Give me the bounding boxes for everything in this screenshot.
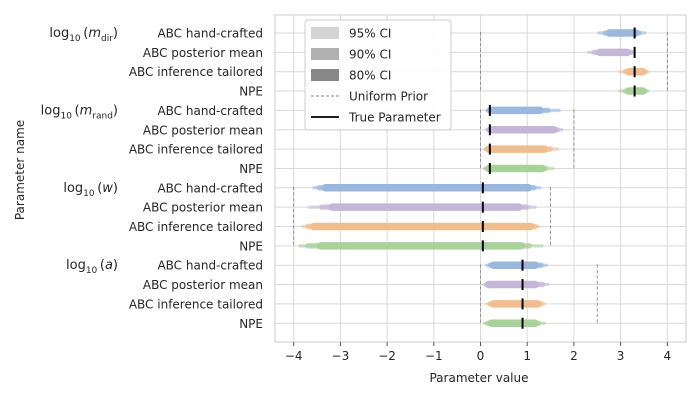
row-label: ABC inference tailored <box>129 143 263 157</box>
parameter-label-base-subscript: 10 <box>86 266 98 276</box>
legend-swatch <box>311 27 339 39</box>
x-tick-label: −4 <box>285 349 303 363</box>
parameter-label-open-paren: ( <box>72 103 80 118</box>
legend-label: 90% CI <box>349 48 391 62</box>
legend-label: 95% CI <box>349 27 391 41</box>
ci80-bar <box>485 145 549 153</box>
parameter-label-close-paren: ) <box>113 103 118 118</box>
row-label: ABC posterior mean <box>143 46 263 60</box>
row-label: ABC posterior mean <box>143 123 263 137</box>
row-label: ABC posterior mean <box>143 278 263 292</box>
y-axis-label: Parameter name <box>13 120 27 220</box>
parameter-label-log: log <box>49 26 69 41</box>
x-tick-label: 1 <box>523 349 531 363</box>
parameter-label-base-subscript: 10 <box>69 34 81 44</box>
parameter-label: log10 (mrand) <box>41 103 118 121</box>
ci80-bar <box>596 48 631 57</box>
parameter-label-log: log <box>63 181 83 196</box>
parameter-label-symbol: m <box>80 103 93 118</box>
x-tick-label: −1 <box>425 349 443 363</box>
ci80-bar <box>321 184 532 192</box>
parameter-label-symbol: a <box>105 258 113 273</box>
x-tick-label: 0 <box>477 349 485 363</box>
ci80-bar <box>487 319 539 327</box>
y-axis-labels: ABC hand-crafted ABC posterior mean ABC in… <box>129 27 263 331</box>
x-tick-label: −3 <box>332 349 350 363</box>
ci80-bar <box>489 261 539 269</box>
ci80-bar <box>625 67 647 76</box>
interval-bars <box>298 29 650 327</box>
row-label: ABC hand-crafted <box>157 27 263 41</box>
parameter-label-base-subscript: 10 <box>83 189 95 199</box>
legend-label: Uniform Prior <box>349 90 428 104</box>
x-tick-label: −2 <box>378 349 396 363</box>
row-label: ABC hand-crafted <box>157 259 263 273</box>
row-label: ABC inference tailored <box>129 297 263 311</box>
row-label: ABC hand-crafted <box>157 181 263 195</box>
ci80-bar <box>625 87 647 95</box>
legend: 95% CI 90% CI 80% CI Uniform Prior True Para… <box>304 19 452 131</box>
row-label: NPE <box>239 239 263 253</box>
parameter-label: log10 (mdir) <box>49 26 118 44</box>
parameter-label-symbol-subscript: dir <box>101 34 113 44</box>
parameter-label: log10 (w) <box>63 181 118 199</box>
parameter-label-open-paren: ( <box>97 258 105 273</box>
parameter-label-open-paren: ( <box>95 181 103 196</box>
legend-label: True Parameter <box>348 111 441 125</box>
ci80-bar <box>310 222 535 231</box>
x-tick-label: 4 <box>663 349 671 363</box>
parameter-label-close-paren: ) <box>113 181 118 196</box>
parameter-label-open-paren: ( <box>81 26 89 41</box>
parameter-label-log: log <box>41 103 61 118</box>
row-label: NPE <box>239 317 263 331</box>
parameter-label-symbol: w <box>102 181 113 196</box>
row-label: NPE <box>239 85 263 99</box>
ci80-bar <box>485 164 546 173</box>
parameter-label: log10 (a) <box>66 258 118 276</box>
legend-label: 80% CI <box>349 69 391 83</box>
parameter-label-close-paren: ) <box>113 258 118 273</box>
legend-box <box>304 19 452 131</box>
prior-lines <box>293 32 668 325</box>
parameter-label-base-subscript: 10 <box>60 111 72 121</box>
ci80-bar <box>487 106 544 115</box>
legend-swatch <box>311 48 339 60</box>
ci80-bar <box>328 203 523 211</box>
row-label: ABC inference tailored <box>129 65 263 79</box>
x-tick-label: 2 <box>570 349 578 363</box>
ci80-bar <box>489 300 542 308</box>
parameter-label-log: log <box>66 258 86 273</box>
ci80-bar <box>317 242 525 250</box>
x-tick-label: 3 <box>617 349 625 363</box>
x-axis-label: Parameter value <box>429 371 528 385</box>
row-label: ABC posterior mean <box>143 201 263 215</box>
row-label: ABC hand-crafted <box>157 104 263 118</box>
true-parameter-markers <box>481 27 636 329</box>
parameter-labels: log10 (mdir)log10 (mrand)log10 (w)log10 … <box>41 26 118 276</box>
parameter-label-symbol-subscript: rand <box>92 111 113 121</box>
ci80-bar <box>487 126 558 134</box>
ci80-bar <box>605 29 640 37</box>
row-label: ABC inference tailored <box>129 220 263 234</box>
legend-swatch <box>311 69 339 81</box>
ci80-bar <box>485 280 539 289</box>
row-label: NPE <box>239 162 263 176</box>
parameter-label-symbol: m <box>88 26 101 41</box>
x-axis-ticks: −4 −3 −2 −1 0 1 2 3 4 <box>285 342 671 363</box>
parameter-label-close-paren: ) <box>113 26 118 41</box>
